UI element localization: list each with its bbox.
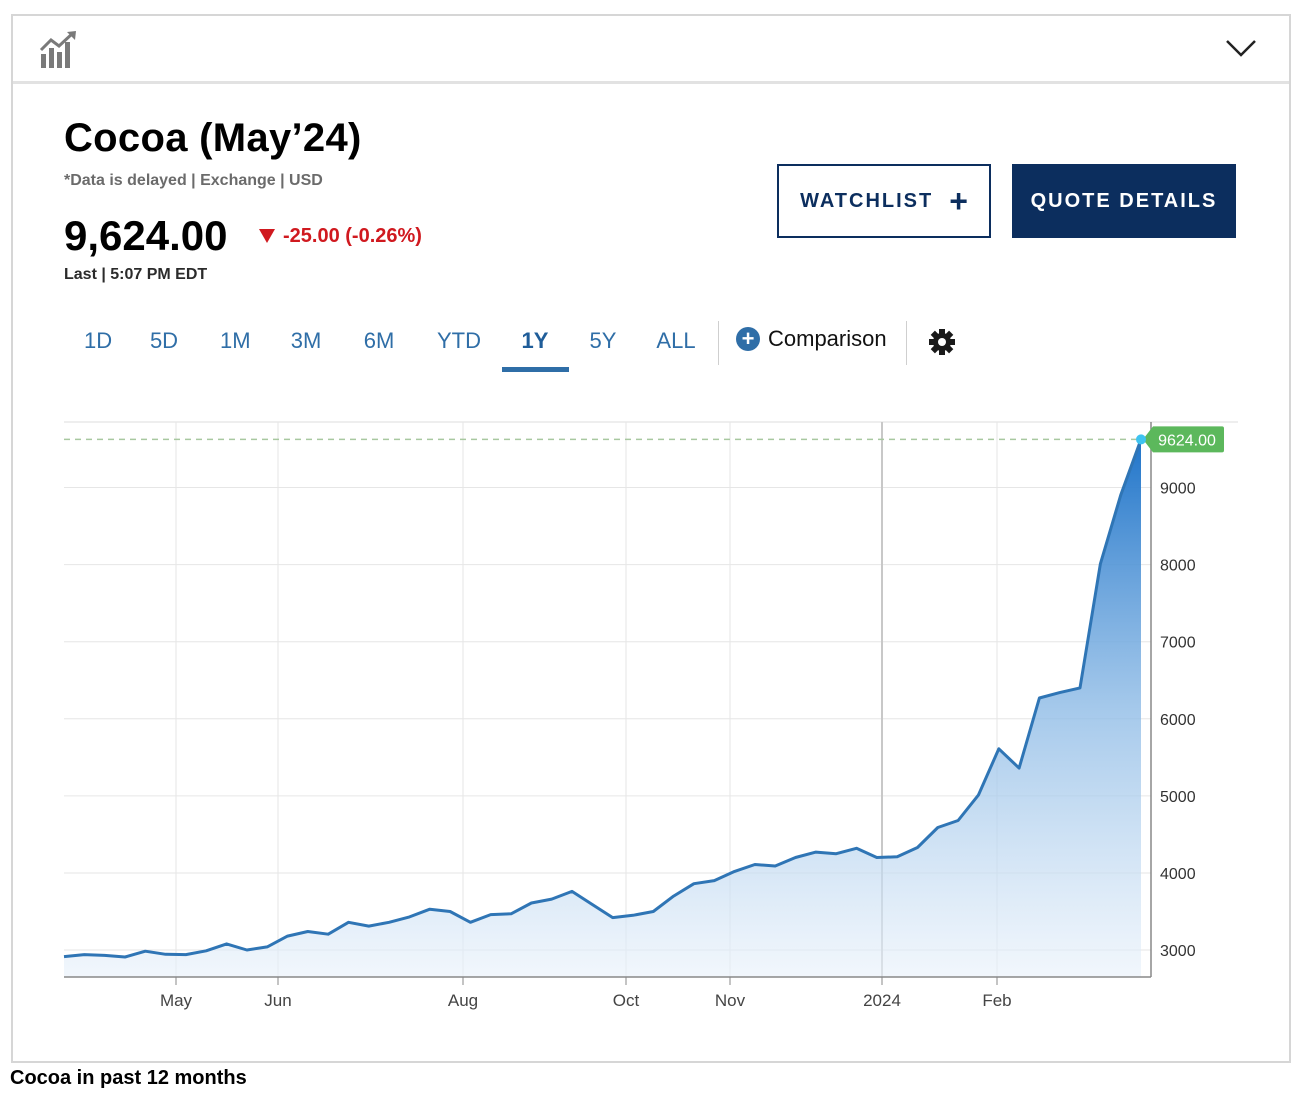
last-trade-time: Last | 5:07 PM EDT	[64, 266, 208, 283]
tab-1d[interactable]: 1D	[84, 328, 113, 353]
down-arrow-icon	[259, 229, 275, 243]
x-tick-label: Jun	[264, 991, 291, 1010]
chevron-down-icon[interactable]	[1225, 38, 1257, 58]
last-price: 9,624.00	[64, 212, 228, 259]
active-tab-indicator	[502, 367, 569, 372]
comparison-button[interactable]: + Comparison	[736, 326, 887, 352]
chart-toggle-icon[interactable]	[39, 30, 79, 70]
x-tick-label: Aug	[448, 991, 478, 1010]
last-value-badge	[1143, 426, 1224, 453]
watchlist-label: WATCHLIST	[800, 189, 934, 212]
x-tick-label: Feb	[982, 991, 1011, 1010]
comparison-label: Comparison	[768, 326, 887, 351]
y-tick-label: 8000	[1160, 558, 1196, 575]
tab-5d[interactable]: 5D	[149, 328, 179, 353]
series-line	[63, 438, 1143, 959]
tab-5y[interactable]: 5Y	[589, 328, 617, 353]
x-tick-label: May	[160, 991, 193, 1010]
gear-icon[interactable]	[928, 328, 956, 356]
x-tick-label: 2024	[863, 991, 901, 1010]
price-chart: 3000 4000 5000 6000 7000 8000 9000 May Jun Aug Oct…	[63, 421, 1238, 1010]
tab-1m[interactable]: 1M	[220, 328, 251, 353]
y-tick-label: 9000	[1160, 481, 1196, 498]
tab-ytd[interactable]: YTD	[437, 328, 481, 353]
quote-card: Cocoa (May’24) *Data is delayed | Exchan…	[11, 14, 1291, 1063]
card-toolbar	[13, 16, 1289, 84]
tab-6m[interactable]: 6M	[363, 328, 395, 353]
figure-caption: Cocoa in past 12 months	[10, 1067, 247, 1089]
series-area	[64, 439, 1141, 977]
tab-3m[interactable]: 3M	[290, 328, 322, 353]
instrument-title: Cocoa (May’24)	[64, 116, 362, 160]
tab-divider	[718, 321, 719, 365]
y-tick-label: 7000	[1160, 635, 1196, 652]
plus-icon: +	[949, 183, 968, 219]
y-tick-label: 6000	[1160, 712, 1196, 729]
quote-details-button[interactable]: QUOTE DETAILS	[1012, 164, 1236, 238]
y-tick-label: 5000	[1160, 789, 1196, 806]
last-point-marker	[1136, 434, 1146, 445]
add-circle-icon: +	[736, 327, 760, 351]
watchlist-button[interactable]: WATCHLIST +	[777, 164, 991, 238]
x-tick-label: Oct	[613, 991, 640, 1010]
x-tick-label: Nov	[715, 991, 746, 1010]
last-value-label: 9624.00	[1158, 432, 1216, 449]
y-tick-label: 4000	[1160, 866, 1196, 883]
time-range-tabs: 1D 5D 1M 3M 6M YTD 1Y 5Y ALL + Compariso…	[64, 316, 964, 376]
y-tick-label: 3000	[1160, 943, 1196, 960]
price-change: -25.00 (-0.26%)	[283, 225, 422, 247]
data-delay-note: *Data is delayed | Exchange | USD	[64, 172, 323, 189]
tab-all[interactable]: ALL	[656, 328, 696, 353]
tab-1y[interactable]: 1Y	[521, 328, 549, 353]
tab-divider	[906, 321, 907, 365]
